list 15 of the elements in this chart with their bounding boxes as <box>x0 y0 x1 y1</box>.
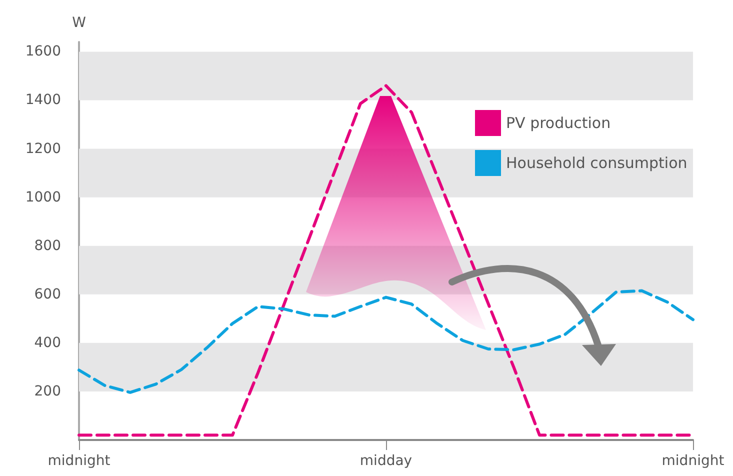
x-tick-label: midnight <box>48 453 111 469</box>
y-tick-label: 800 <box>34 238 61 254</box>
legend-label: Household consumption <box>506 154 688 172</box>
y-tick-label: 200 <box>34 383 61 400</box>
legend-label: PV production <box>506 114 611 132</box>
y-tick-label: 1000 <box>25 189 61 206</box>
x-tick-label: midday <box>360 453 412 469</box>
line-series <box>78 289 694 394</box>
y-tick-label: 1200 <box>25 140 61 157</box>
y-axis-title: W <box>72 15 86 31</box>
y-tick-label: 600 <box>34 286 61 302</box>
y-tick-label: 400 <box>34 334 61 351</box>
y-tick-label: 1600 <box>25 44 61 60</box>
y-tick-label: 1400 <box>25 92 61 108</box>
x-tick-label: midnight <box>662 453 725 469</box>
